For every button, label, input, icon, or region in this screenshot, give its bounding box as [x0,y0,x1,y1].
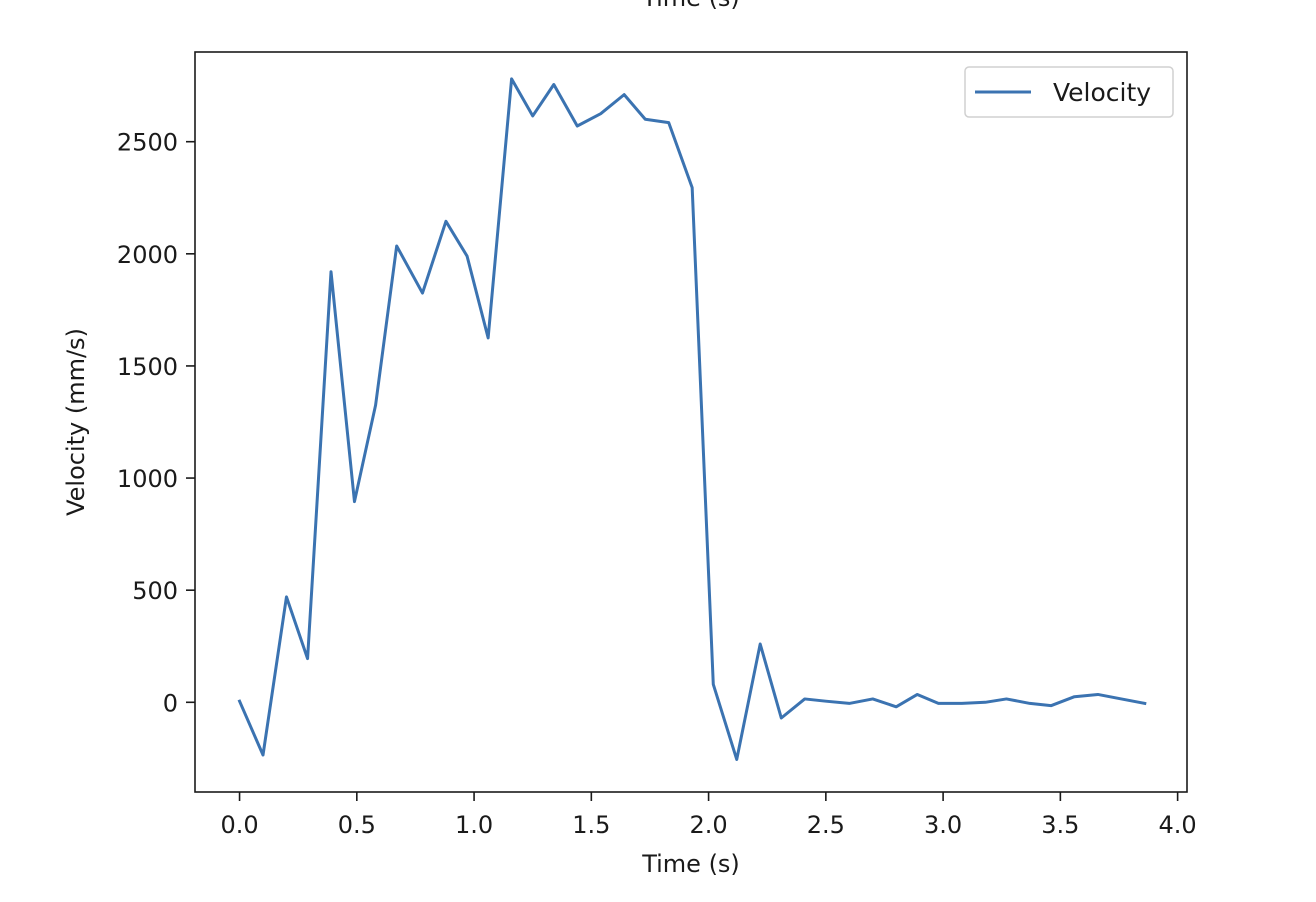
data-point [691,186,694,189]
data-point [916,693,919,696]
x-axis-label: Time (s) [641,850,740,878]
data-point [848,702,851,705]
data-point [803,697,806,700]
x-tick-label: 0.0 [220,811,258,839]
chart-title: Time (s) [641,0,740,12]
data-point [780,717,783,720]
data-point [330,270,333,273]
series-line-velocity [237,77,1147,761]
y-tick-label: 500 [132,577,178,605]
data-point [1049,704,1052,707]
data-point [466,255,469,258]
y-tick-label: 0 [163,689,178,717]
data-point [937,702,940,705]
data-point [1073,695,1076,698]
y-tick-label: 1500 [117,353,178,381]
x-tick-label: 1.5 [572,811,610,839]
data-point [395,244,398,247]
data-point [487,336,490,339]
data-point [984,701,987,704]
y-tick-label: 2500 [117,129,178,157]
data-point [552,83,555,86]
data-point [1120,697,1123,700]
data-point [960,702,963,705]
data-point [353,500,356,503]
data-point [623,93,626,96]
legend-label: Velocity [1053,78,1151,107]
data-point [262,754,265,757]
data-point [285,595,288,598]
data-point [1096,693,1099,696]
plot-frame [194,51,1188,793]
y-tick-label: 2000 [117,241,178,269]
x-tick-label: 4.0 [1159,811,1197,839]
x-tick-label: 2.0 [690,811,728,839]
y-tick-label: 1000 [117,465,178,493]
data-point [712,683,715,686]
x-tick-label: 1.0 [455,811,493,839]
data-point [759,643,762,646]
data-point [871,697,874,700]
data-point [895,705,898,708]
data-point [667,121,670,124]
legend-box [964,66,1174,118]
data-point [421,292,424,295]
data-point [306,657,309,660]
data-point [238,700,241,703]
data-point [1005,697,1008,700]
data-point [1143,702,1146,705]
data-point [444,220,447,223]
data-point [599,112,602,115]
data-point [735,758,738,761]
data-point [510,77,513,80]
x-tick-label: 3.5 [1041,811,1079,839]
data-point [374,404,377,407]
x-tick-label: 0.5 [338,811,376,839]
data-point [576,125,579,128]
data-point [1028,702,1031,705]
data-point [824,700,827,703]
x-tick-label: 3.0 [924,811,962,839]
data-point [644,118,647,121]
data-point [531,114,534,117]
x-tick-label: 2.5 [807,811,845,839]
y-axis-label: Velocity (mm/s) [62,328,90,516]
